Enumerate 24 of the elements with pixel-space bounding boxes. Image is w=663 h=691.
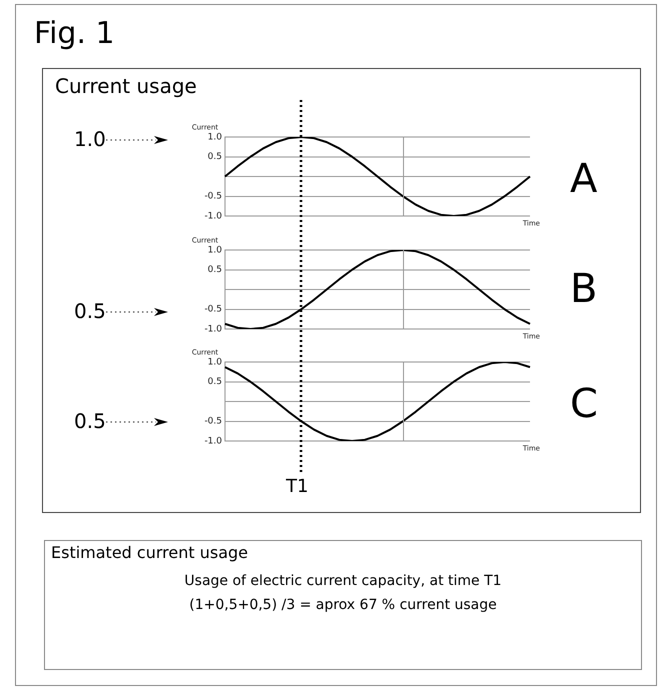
y-tick-label: 1.0: [208, 357, 222, 368]
y-tick-label: -0.5: [204, 416, 222, 427]
text: C: [570, 381, 598, 427]
y-tick-label: 0.5: [208, 265, 222, 276]
text: 1.0: [74, 127, 106, 151]
text: 0.5: [74, 299, 106, 323]
text: 0.5: [74, 409, 106, 433]
y-tick-label: -1.0: [204, 324, 222, 334]
y-tick-label: 1.0: [208, 132, 222, 142]
text: T1: [286, 476, 308, 497]
y-tick-label: 1.0: [208, 245, 222, 256]
text: (1+0,5+0,5) /3 = aprox 67 % current usage: [188, 597, 498, 613]
y-tick-label: -1.0: [204, 211, 222, 222]
y-tick-label: -0.5: [204, 304, 222, 315]
text: Usage of electric current capacity, at time T1: [183, 573, 503, 589]
y-tick-label: 0.5: [208, 152, 222, 162]
chart-subtitle: Current usage: [55, 74, 197, 98]
y-tick-label: 0.5: [208, 377, 222, 388]
text: Estimated current usage: [51, 543, 248, 562]
text: A: [570, 156, 598, 202]
y-tick-label: -0.5: [204, 192, 222, 202]
text: B: [570, 266, 598, 312]
y-tick-label: -1.0: [204, 436, 222, 446]
chart-title: Fig. 1: [34, 16, 115, 51]
